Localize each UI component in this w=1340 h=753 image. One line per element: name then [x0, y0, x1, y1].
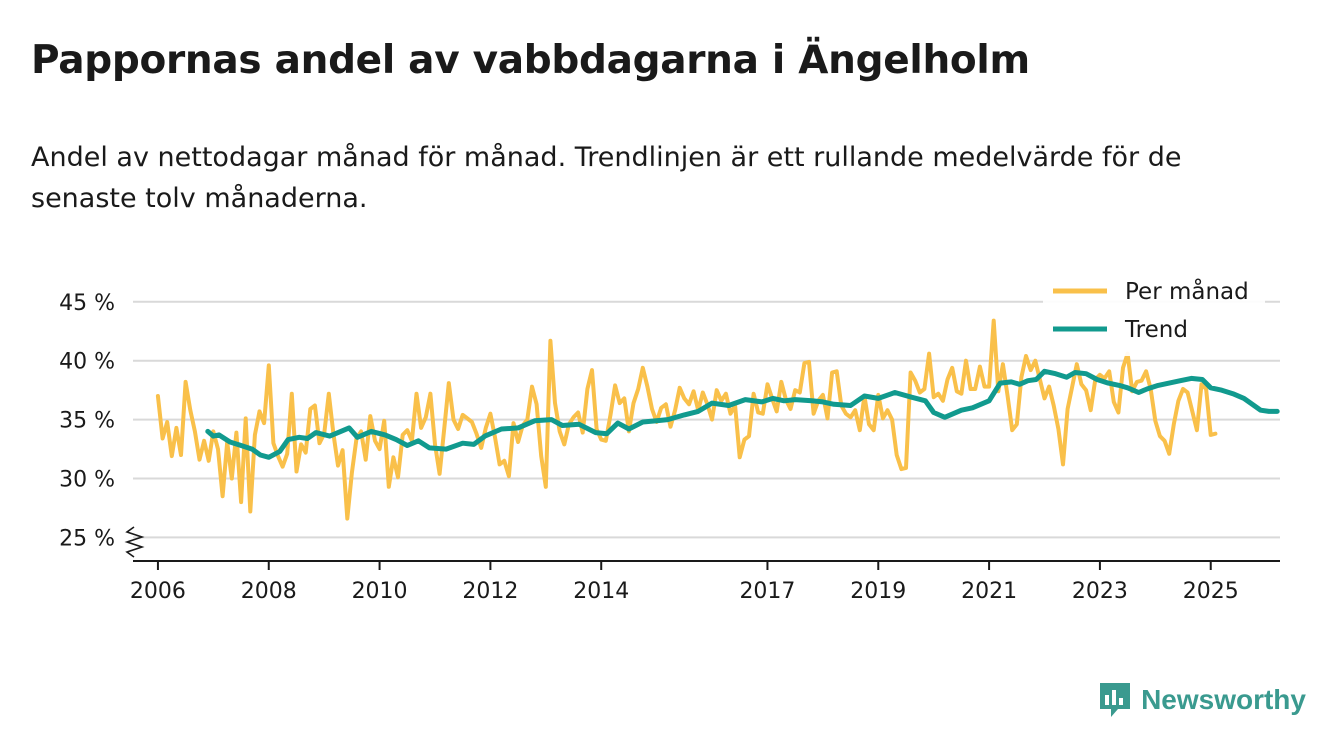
legend: Per månad Trend — [1043, 274, 1265, 356]
x-tick-label: 2017 — [739, 579, 795, 604]
x-tick-label: 2008 — [241, 579, 297, 604]
x-tick-label: 2023 — [1072, 579, 1128, 604]
legend-background — [1043, 274, 1265, 356]
legend-label: Per månad — [1125, 277, 1249, 305]
y-tick-label: 25 % — [59, 526, 115, 551]
y-tick-label: 30 % — [59, 468, 115, 493]
series-line-trend — [205, 368, 1280, 460]
y-tick-label: 45 % — [59, 291, 115, 316]
chart-title: Pappornas andel av vabbdagarna i Ängelho… — [31, 38, 1030, 83]
x-tick-label: 2006 — [130, 579, 186, 604]
y-tick-label: 35 % — [59, 409, 115, 434]
brand-logo: Newsworthy — [1098, 681, 1306, 719]
x-tick-label: 2025 — [1183, 579, 1239, 604]
x-tick-label: 2012 — [462, 579, 518, 604]
x-tick-label: 2014 — [573, 579, 629, 604]
chart-subtitle: Andel av nettodagar månad för månad. Tre… — [31, 142, 1182, 214]
newsworthy-logo-icon — [1100, 683, 1131, 717]
brand-name: Newsworthy — [1141, 684, 1306, 715]
y-axis-break-icon — [124, 526, 145, 558]
legend-label: Trend — [1124, 317, 1188, 343]
y-tick-label: 40 % — [59, 350, 115, 375]
x-tick-label: 2019 — [850, 579, 906, 604]
x-tick-label: 2021 — [961, 579, 1017, 604]
x-tick-label: 2010 — [352, 579, 408, 604]
